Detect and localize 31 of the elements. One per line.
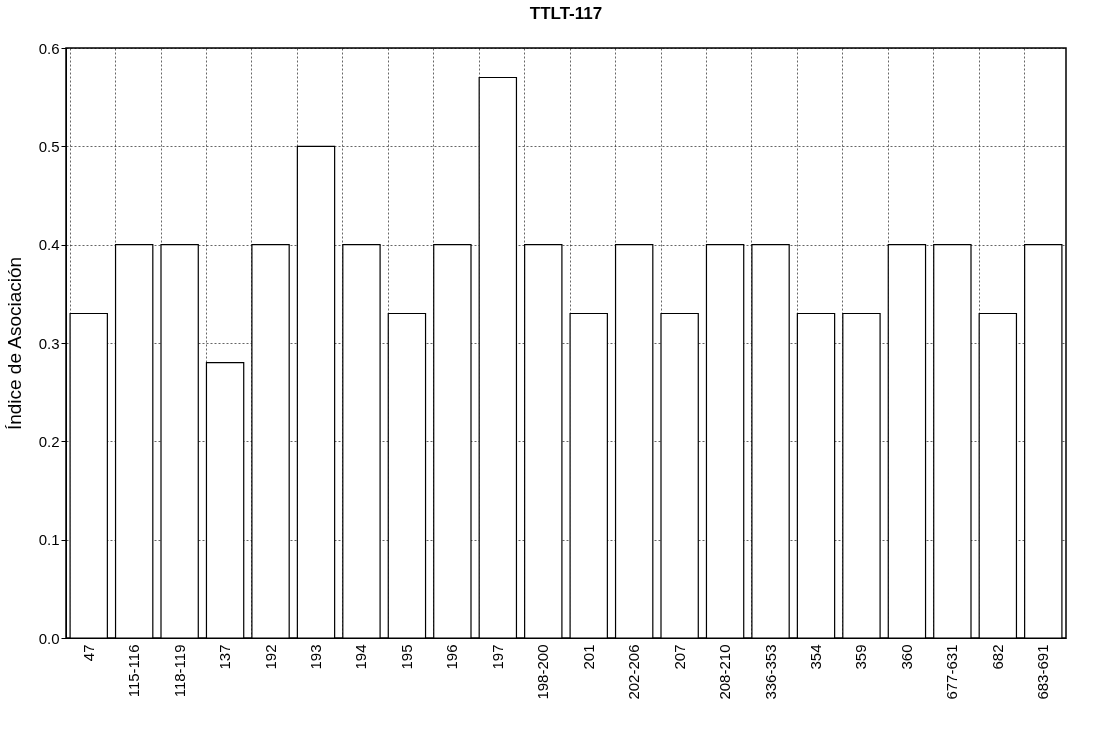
x-tick-label: 195 (397, 644, 415, 670)
y-tick-label: 0.6 (38, 39, 60, 57)
x-tick-label: 354 (807, 644, 824, 670)
x-tick-label: 207 (670, 644, 688, 670)
x-tick-label: 193 (307, 644, 324, 670)
y-tick-label: 0.2 (38, 432, 60, 450)
y-tick-label: 0.3 (38, 334, 60, 352)
x-tick-label: 201 (579, 644, 597, 670)
x-tick-label: 359 (852, 644, 870, 670)
x-tick-label: 208-210 (716, 644, 734, 700)
x-tick-label: 336-353 (761, 644, 779, 700)
y-tick-label: 0.0 (38, 629, 60, 647)
x-tick-label: 202-206 (625, 644, 643, 700)
x-tick-label: 197 (488, 644, 506, 670)
x-tick-label: 47 (79, 644, 97, 662)
y-tick-label: 0.1 (38, 531, 60, 549)
x-tick-label: 194 (352, 644, 370, 670)
y-tick-label: 0.4 (38, 236, 60, 254)
chart-title: TTLT-117 (529, 4, 603, 23)
x-tick-label: 115-116 (125, 644, 143, 698)
x-tick-label: 683-691 (1034, 644, 1052, 700)
x-tick-label: 677-631 (943, 644, 961, 700)
x-tick-label: 137 (216, 644, 234, 670)
x-tick-label: 682 (988, 644, 1006, 670)
x-tick-label: 196 (443, 644, 461, 670)
x-tick-label: 192 (261, 644, 279, 670)
x-tick-label: 360 (897, 644, 915, 670)
y-tick-label: 0.5 (38, 137, 60, 155)
x-tick-label: 198-200 (534, 644, 552, 700)
y-axis-title: Índice de Asociación (3, 256, 25, 431)
x-tick-label: 118-119 (170, 644, 188, 698)
